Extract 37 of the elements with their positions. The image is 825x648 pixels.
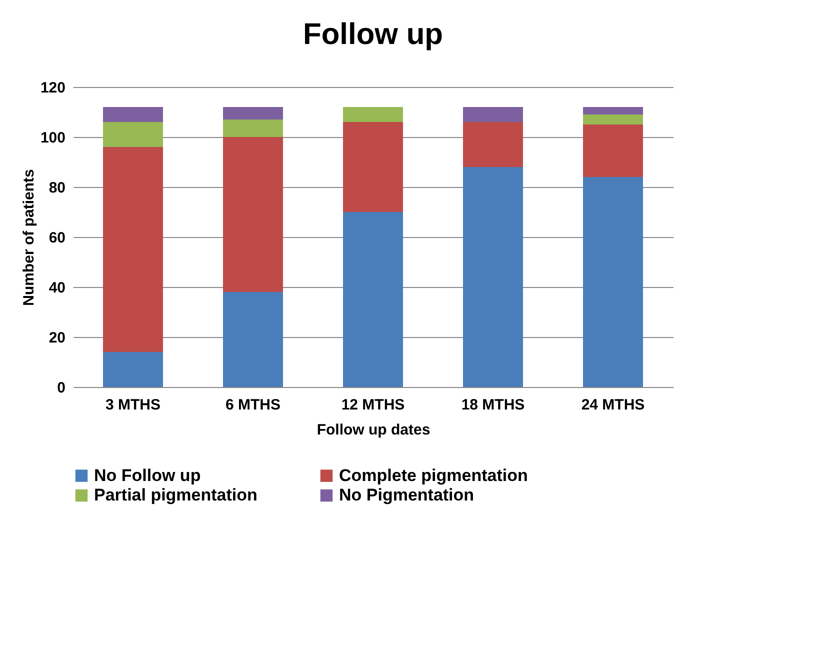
x-axis-title: Follow up dates — [316, 422, 430, 438]
y-axis-title: Number of patients — [20, 169, 38, 306]
y-tick-label: 80 — [48, 180, 66, 196]
legend-label: Complete pigmentation — [339, 466, 528, 485]
legend-label: No Pigmentation — [339, 486, 474, 504]
bar — [103, 107, 163, 122]
bar — [463, 167, 523, 387]
y-tick-label: 20 — [48, 330, 66, 346]
x-tick-label: 24 MTHS — [581, 396, 645, 414]
x-tick-label: 18 MTHS — [461, 396, 525, 414]
x-tick-label: 6 MTHS — [225, 396, 281, 414]
y-tick-label: 60 — [48, 230, 66, 246]
y-tick-label: 40 — [48, 280, 66, 296]
y-tick-label: 100 — [40, 130, 66, 146]
chart-title: Follow up — [303, 18, 443, 51]
x-tick-label: 12 MTHS — [341, 396, 405, 414]
bar — [343, 107, 403, 122]
bar — [583, 107, 643, 114]
bar — [583, 177, 643, 387]
legend-label: Partial pigmentation — [94, 486, 258, 504]
y-tick-label: 0 — [57, 380, 66, 396]
bar — [583, 114, 643, 124]
legend-label: No Follow up — [94, 466, 201, 485]
y-tick-label: 120 — [40, 80, 66, 96]
bar — [103, 352, 163, 387]
bar — [223, 120, 283, 137]
bar — [583, 124, 643, 177]
bar — [463, 107, 523, 122]
bar — [103, 147, 163, 352]
bar — [103, 122, 163, 147]
bar — [343, 212, 403, 387]
bar — [343, 122, 403, 212]
x-tick-label: 3 MTHS — [105, 396, 161, 414]
bar — [463, 122, 523, 167]
bar — [223, 107, 283, 120]
bar — [223, 137, 283, 292]
bar — [223, 292, 283, 387]
